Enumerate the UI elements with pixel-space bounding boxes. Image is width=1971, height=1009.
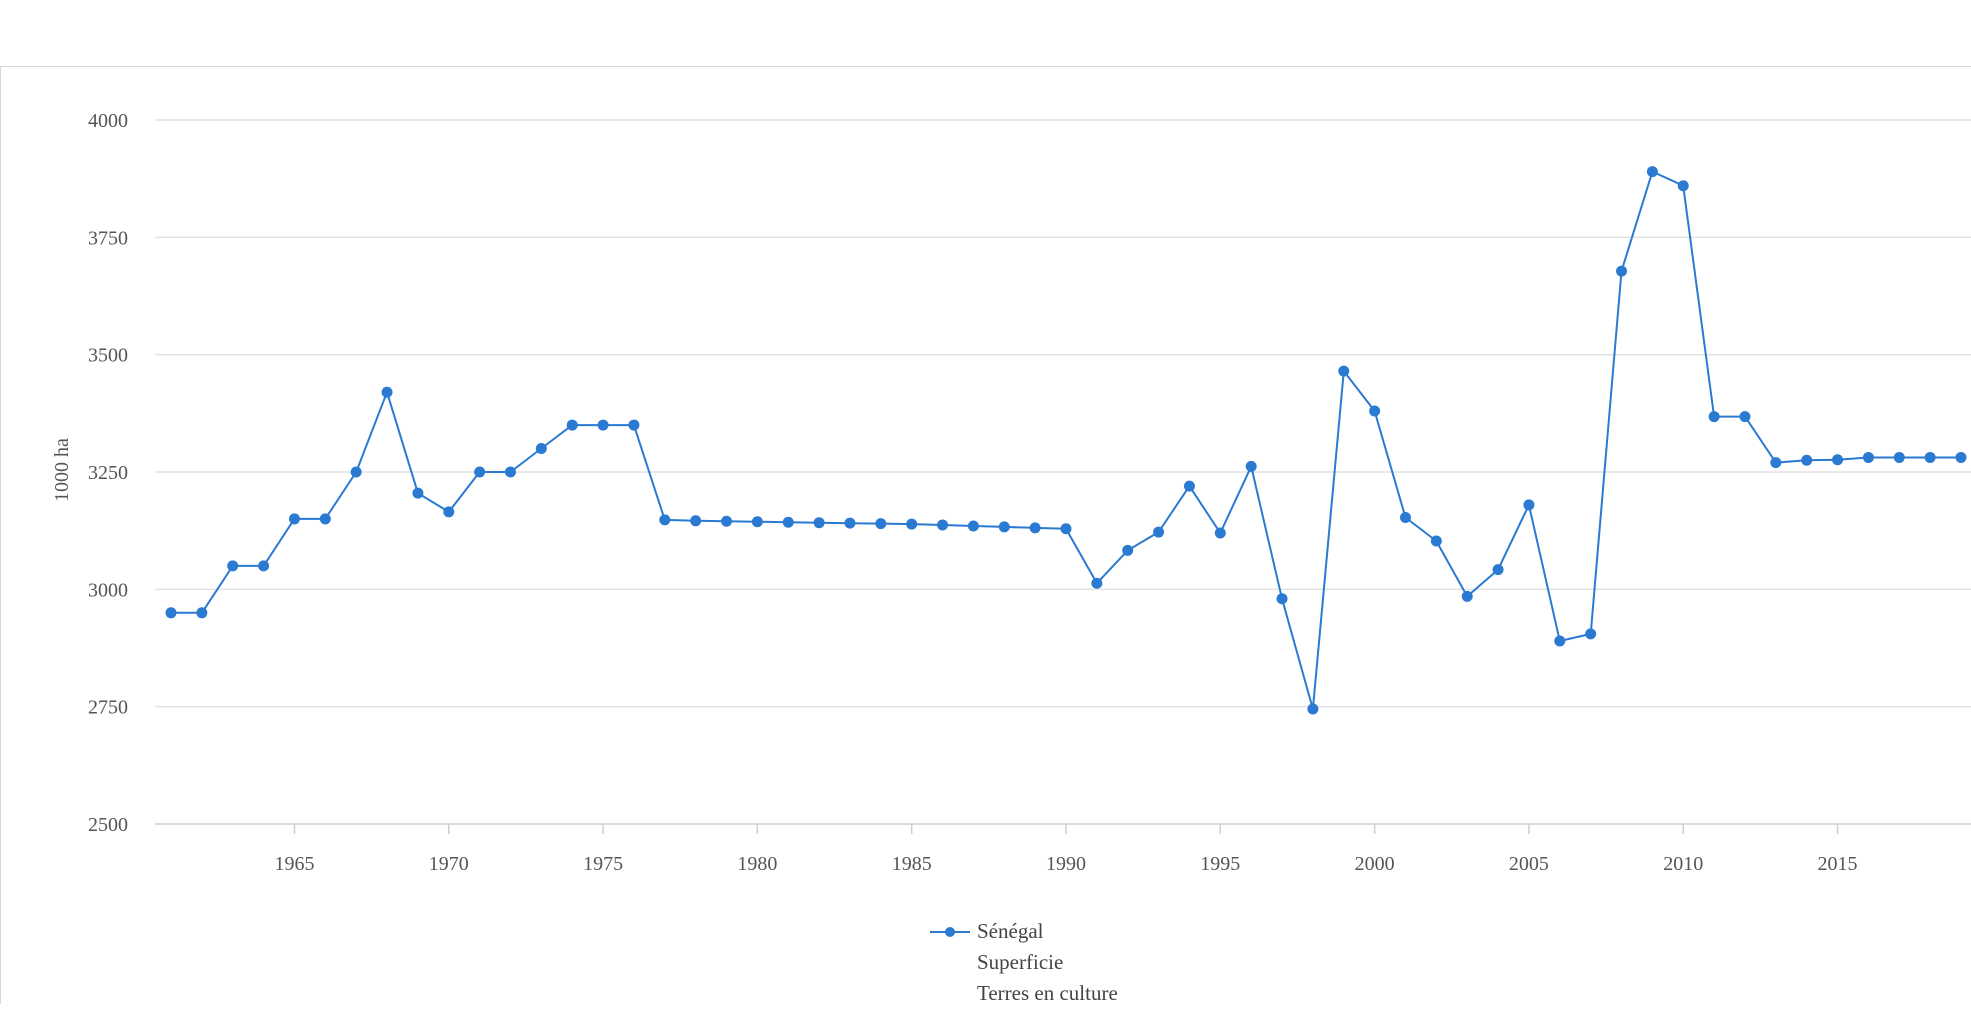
y-tick-label: 2500 — [88, 814, 128, 836]
data-point-1974[interactable] — [566, 419, 578, 431]
data-point-1994[interactable] — [1183, 480, 1195, 492]
x-tick-label: 2000 — [1355, 853, 1395, 875]
y-tick-label: 3500 — [88, 345, 128, 367]
y-axis-ticks: 2500 2750 3000 3250 3500 3750 4000 — [88, 110, 128, 836]
y-tick-label: 3000 — [88, 579, 128, 601]
data-point-1995[interactable] — [1214, 527, 1226, 539]
data-point-2007[interactable] — [1585, 628, 1597, 640]
data-point-2001[interactable] — [1399, 512, 1411, 524]
x-tick-label: 1985 — [892, 853, 932, 875]
data-point-2014[interactable] — [1801, 454, 1813, 466]
data-point-1992[interactable] — [1122, 544, 1134, 556]
data-point-1980[interactable] — [751, 516, 763, 528]
data-point-1976[interactable] — [628, 419, 640, 431]
series-line — [171, 170, 1961, 710]
data-point-1969[interactable] — [412, 487, 424, 499]
data-point-1972[interactable] — [504, 466, 516, 478]
data-point-2016[interactable] — [1862, 451, 1874, 463]
data-point-1965[interactable] — [288, 513, 300, 525]
data-point-2012[interactable] — [1739, 411, 1751, 423]
legend-marker — [930, 926, 970, 937]
data-point-2004[interactable] — [1492, 564, 1504, 576]
data-point-2006[interactable] — [1554, 635, 1566, 647]
data-point-2000[interactable] — [1369, 405, 1381, 417]
data-point-1991[interactable] — [1091, 577, 1103, 589]
data-point-1964[interactable] — [258, 560, 270, 572]
legend-line-2: Terres en culture — [928, 978, 1118, 1009]
y-axis-label: 1000 ha — [51, 438, 73, 502]
data-point-1967[interactable] — [350, 466, 362, 478]
x-tick-label: 2015 — [1818, 853, 1858, 875]
x-tick-label: 1990 — [1046, 853, 1086, 875]
data-point-2018[interactable] — [1924, 451, 1936, 463]
data-point-1987[interactable] — [967, 520, 979, 532]
x-tick-label: 1975 — [583, 853, 623, 875]
legend-item-senegal[interactable]: Sénégal — [928, 916, 1118, 947]
x-tick-label: 2005 — [1509, 853, 1549, 875]
data-point-1982[interactable] — [813, 517, 825, 529]
data-point-1961[interactable] — [165, 607, 177, 619]
data-point-2017[interactable] — [1893, 451, 1905, 463]
data-point-1983[interactable] — [844, 517, 856, 529]
header-divider — [0, 66, 1971, 67]
data-point-1989[interactable] — [1029, 522, 1041, 534]
data-point-1981[interactable] — [782, 516, 794, 528]
data-point-1988[interactable] — [998, 521, 1010, 533]
data-point-2011[interactable] — [1708, 411, 1720, 423]
data-point-1968[interactable] — [381, 386, 393, 398]
legend[interactable]: Sénégal Superficie Terres en culture — [928, 916, 1118, 1009]
data-point-1999[interactable] — [1338, 365, 1350, 377]
data-point-1990[interactable] — [1060, 523, 1072, 535]
x-tick-label: 1970 — [429, 853, 469, 875]
data-point-1978[interactable] — [690, 515, 702, 527]
data-point-1966[interactable] — [319, 513, 331, 525]
grid-lines — [155, 119, 1971, 825]
legend-label-senegal: Sénégal — [977, 919, 1044, 943]
data-point-1984[interactable] — [875, 518, 887, 530]
data-point-1985[interactable] — [906, 518, 918, 530]
data-point-2002[interactable] — [1430, 535, 1442, 547]
y-tick-label: 3750 — [88, 227, 128, 249]
data-point-2019[interactable] — [1955, 451, 1967, 463]
data-point-1986[interactable] — [937, 519, 949, 531]
x-tick-label: 1980 — [737, 853, 777, 875]
legend-subtitle-terres: Terres en culture — [977, 981, 1118, 1005]
data-point-1975[interactable] — [597, 419, 609, 431]
y-tick-label: 4000 — [88, 110, 128, 132]
legend-subtitle-superficie: Superficie — [977, 950, 1064, 974]
x-axis-ticks: 1965 1970 1975 1980 1985 1990 1995 2000 2005 2010… — [274, 824, 1858, 875]
data-point-1998[interactable] — [1307, 703, 1319, 715]
y-tick-label: 2750 — [88, 697, 128, 719]
x-tick-label: 1995 — [1200, 853, 1240, 875]
data-point-1997[interactable] — [1276, 593, 1288, 605]
data-point-2009[interactable] — [1646, 166, 1658, 178]
data-point-2015[interactable] — [1832, 454, 1844, 466]
data-point-1962[interactable] — [196, 607, 208, 619]
data-point-1970[interactable] — [443, 506, 455, 518]
data-point-1977[interactable] — [659, 514, 671, 526]
data-point-2013[interactable] — [1770, 457, 1782, 469]
left-divider — [0, 66, 1, 1004]
series-group — [165, 166, 1967, 715]
data-point-1973[interactable] — [535, 443, 547, 455]
data-point-1996[interactable] — [1245, 460, 1257, 472]
data-point-1993[interactable] — [1153, 526, 1165, 538]
y-tick-label: 3250 — [88, 462, 128, 484]
data-point-2003[interactable] — [1461, 590, 1473, 602]
data-point-1979[interactable] — [721, 515, 733, 527]
x-tick-label: 2010 — [1663, 853, 1703, 875]
data-point-2010[interactable] — [1677, 180, 1689, 192]
data-point-2008[interactable] — [1616, 265, 1628, 277]
data-point-2005[interactable] — [1523, 499, 1535, 511]
data-point-1963[interactable] — [227, 560, 239, 572]
legend-line-1: Superficie — [928, 947, 1118, 978]
data-point-1971[interactable] — [474, 466, 486, 478]
x-tick-label: 1965 — [274, 853, 314, 875]
